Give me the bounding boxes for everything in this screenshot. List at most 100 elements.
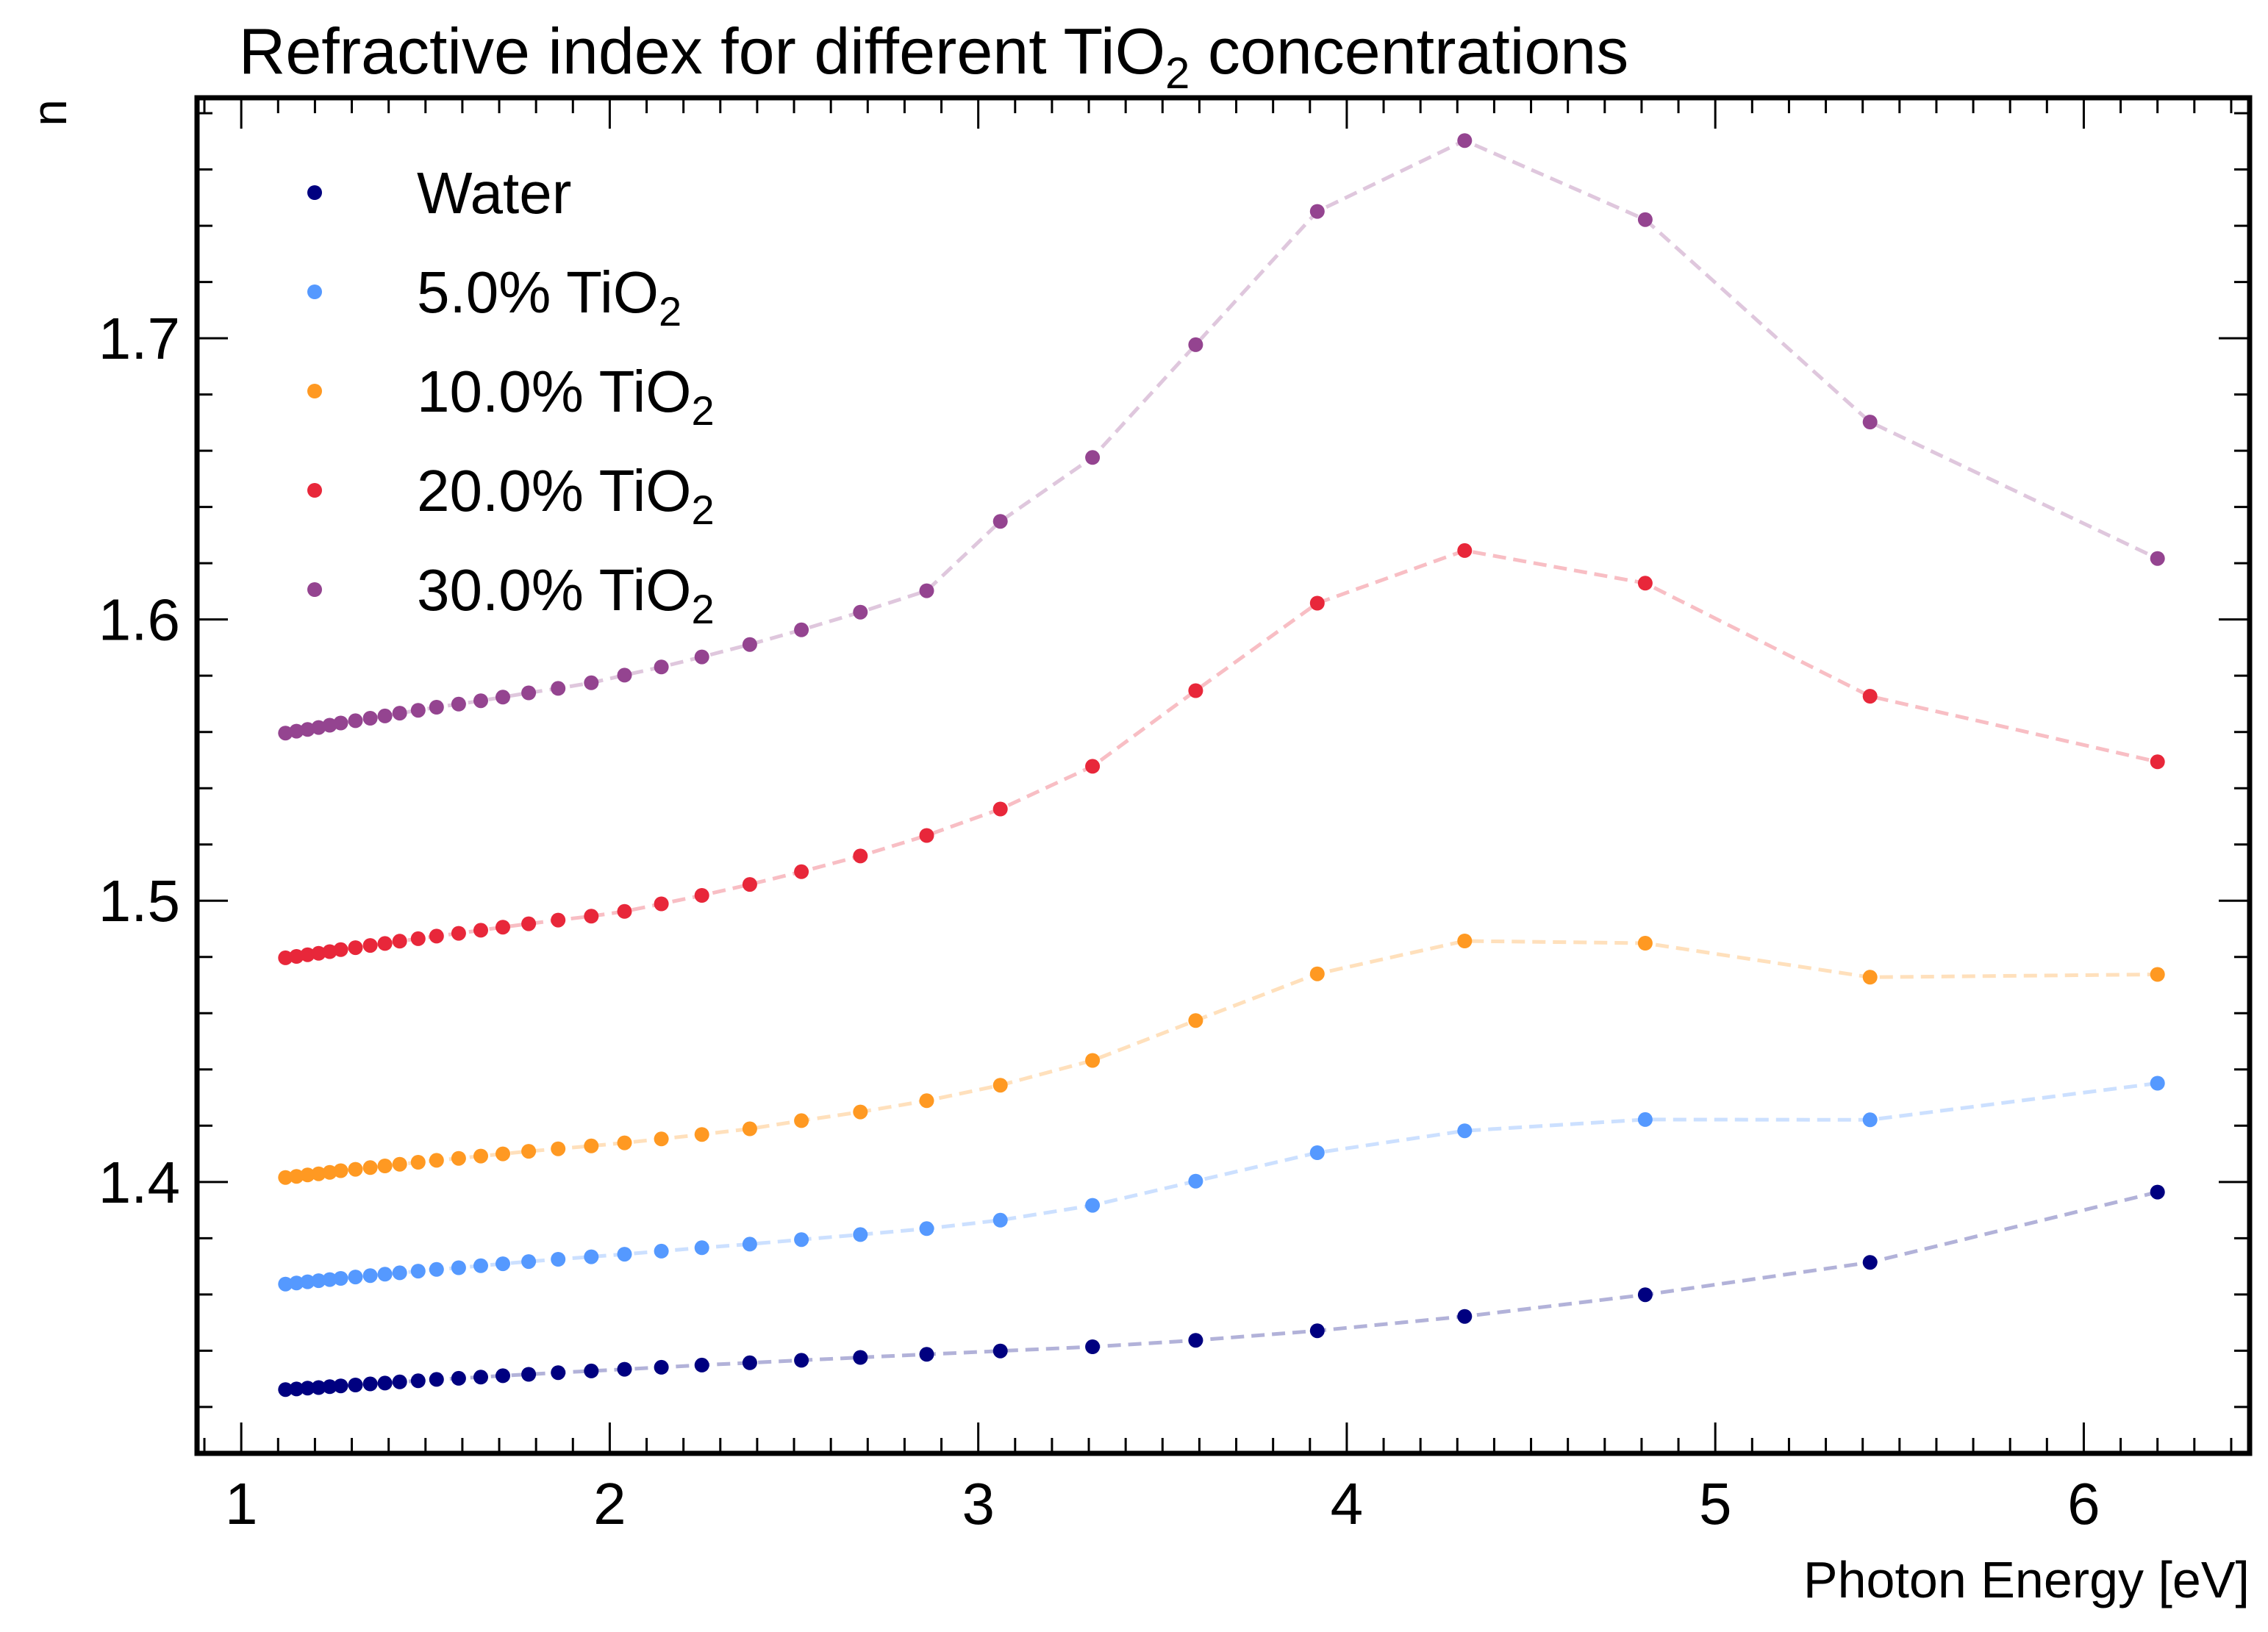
data-point [348,1270,363,1285]
data-point [300,722,315,737]
x-tick-label: 1 [225,1471,258,1536]
data-point [1637,1112,1653,1127]
data-point [410,931,426,946]
data-point [521,1144,537,1159]
data-point [278,726,293,741]
data-point [1085,450,1101,465]
data-point [451,926,466,941]
data-point [333,1163,348,1178]
data-point [322,1164,337,1180]
data-point [392,1156,407,1172]
data-point [1085,759,1101,774]
data-point [377,1159,393,1173]
data-point [322,1272,337,1287]
data-point [1862,970,1878,985]
data-point [1085,1053,1101,1068]
data-point [1637,576,1653,591]
data-point [551,912,566,928]
series-2 [278,934,2165,1185]
data-point [410,1264,426,1279]
data-point [742,637,757,652]
data-point [289,723,304,739]
data-point [362,1376,378,1392]
data-point [429,1153,444,1168]
data-point [392,706,407,721]
data-point [794,864,809,879]
data-point [451,1260,466,1275]
data-point [992,801,1008,817]
series-3 [278,543,2165,965]
data-point [429,1372,444,1387]
data-point [694,888,709,903]
data-point [333,1271,348,1286]
data-point [1188,1333,1203,1348]
data-point [362,711,378,726]
data-point [451,696,466,712]
series-0 [278,1184,2165,1397]
data-point [1309,204,1325,219]
data-point [496,920,510,935]
data-point [300,1274,315,1289]
data-point [617,1135,632,1150]
data-point [289,949,304,964]
data-point [289,1275,304,1291]
chart-title: Refractive index for different TiO2 conc… [239,15,1628,98]
data-point [1309,1145,1325,1160]
data-point [362,938,378,953]
data-point [1457,133,1473,148]
legend-marker [307,284,322,299]
data-point [992,1078,1008,1093]
data-point [451,1370,466,1386]
data-point [473,1148,488,1164]
data-point [794,622,809,637]
data-point [1309,1323,1325,1339]
data-point [551,681,566,696]
data-point [919,1221,934,1236]
data-point [654,659,669,675]
data-point [617,668,632,683]
data-point [289,1381,304,1397]
data-point [2150,1076,2165,1091]
legend-item: 30.0% TiO2 [307,557,715,632]
y-tick-label: 1.7 [99,306,180,371]
data-point [1457,543,1473,558]
data-point [1637,936,1653,951]
x-tick-label: 4 [1331,1471,1364,1536]
data-point [429,700,444,715]
legend-label: 30.0% TiO2 [417,557,715,632]
data-point [377,1375,393,1391]
data-point [2150,967,2165,982]
data-point [1637,1287,1653,1303]
data-point [311,945,326,961]
data-point [473,1370,488,1385]
data-point [521,916,537,931]
data-point [584,909,599,924]
legend-label: 10.0% TiO2 [417,359,715,434]
y-axis-label: n [22,99,76,126]
data-point [278,950,293,965]
y-tick-label: 1.5 [99,868,180,934]
data-point [617,1361,632,1377]
data-point [853,1104,868,1120]
data-point [451,1150,466,1166]
series-layer [278,133,2165,1397]
data-point [1188,683,1203,698]
data-point [496,1368,510,1384]
data-point [919,1347,934,1362]
data-point [584,675,599,690]
data-point [333,1378,348,1394]
data-point [1188,1013,1203,1028]
data-point [992,1343,1008,1359]
x-tick-label: 2 [593,1471,626,1536]
data-point [348,1162,363,1177]
legend-marker [307,582,322,597]
legend-label: 5.0% TiO2 [417,260,682,334]
data-point [1085,1198,1101,1213]
data-point [694,1240,709,1256]
data-point [322,1379,337,1395]
data-point [348,940,363,956]
legend-marker [307,483,322,498]
